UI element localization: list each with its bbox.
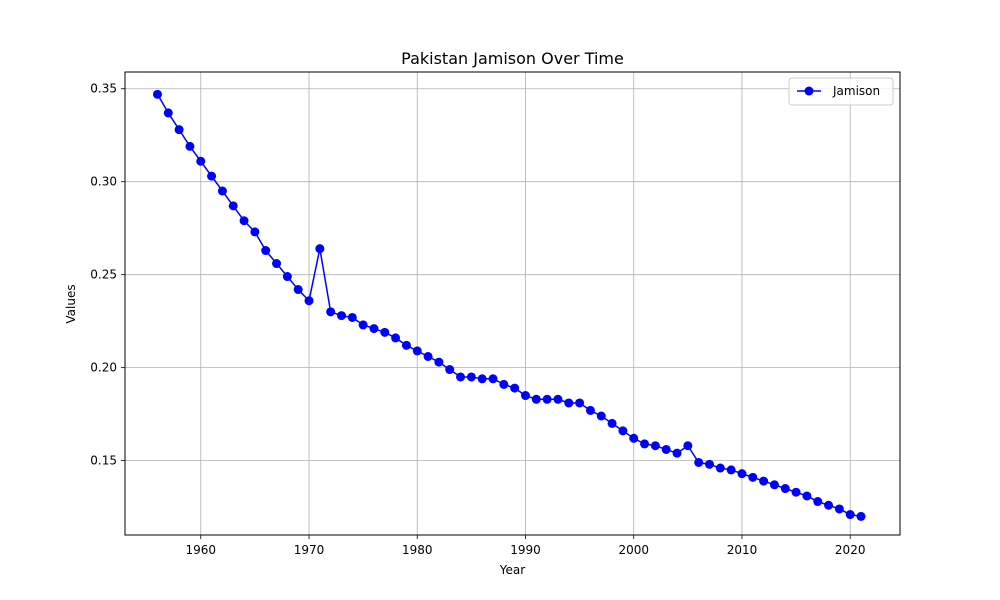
data-point	[575, 398, 585, 408]
data-point	[401, 340, 411, 350]
data-point	[228, 201, 238, 211]
data-point	[618, 426, 628, 436]
data-point	[466, 372, 476, 382]
data-point	[207, 171, 217, 181]
data-point	[250, 227, 260, 237]
data-point	[780, 484, 790, 494]
legend-marker-swatch	[804, 86, 814, 96]
data-point	[282, 272, 292, 282]
x-tick-label: 1980	[402, 543, 433, 557]
y-tick-label: 0.20	[90, 361, 117, 375]
data-point	[412, 346, 422, 356]
y-axis-label: Values	[64, 284, 78, 323]
data-point	[596, 411, 606, 421]
data-point	[304, 296, 314, 306]
data-point	[499, 379, 509, 389]
data-point	[510, 383, 520, 393]
data-point	[261, 246, 271, 256]
x-axis-label: Year	[499, 563, 525, 577]
data-point	[704, 459, 714, 469]
data-point	[726, 465, 736, 475]
data-point	[715, 463, 725, 473]
data-point	[856, 511, 866, 521]
data-point	[585, 405, 595, 415]
data-point	[542, 394, 552, 404]
data-point	[239, 216, 249, 226]
data-point	[737, 469, 747, 479]
plot-area-frame	[124, 71, 901, 536]
data-point	[185, 141, 195, 151]
data-point	[445, 365, 455, 375]
data-point	[607, 418, 617, 428]
legend-label-jamison: Jamison	[832, 84, 880, 98]
data-point	[791, 487, 801, 497]
data-point	[326, 307, 336, 317]
data-point	[834, 504, 844, 514]
data-point	[694, 457, 704, 467]
x-tick-label: 2010	[727, 543, 758, 557]
data-point	[672, 448, 682, 458]
data-point	[650, 441, 660, 451]
data-point	[347, 312, 357, 322]
data-point	[163, 108, 173, 118]
y-tick-label: 0.25	[90, 268, 117, 282]
data-point	[845, 510, 855, 520]
y-tick-label: 0.15	[90, 454, 117, 468]
y-axis-ticks: 0.15 0.20 0.25 0.30 0.35	[90, 82, 125, 468]
x-tick-label: 1990	[510, 543, 541, 557]
data-point	[380, 327, 390, 337]
data-point	[217, 186, 227, 196]
x-tick-label: 2020	[835, 543, 866, 557]
data-point	[661, 444, 671, 454]
data-point	[748, 472, 758, 482]
data-point	[520, 391, 530, 401]
data-point	[488, 374, 498, 384]
data-point	[391, 333, 401, 343]
data-point	[477, 374, 487, 384]
data-point	[553, 394, 563, 404]
data-point	[683, 441, 693, 451]
data-point	[434, 357, 444, 367]
data-point	[769, 480, 779, 490]
data-point	[802, 491, 812, 501]
data-point	[640, 439, 650, 449]
data-point	[759, 476, 769, 486]
data-point	[629, 433, 639, 443]
legend-box	[788, 77, 894, 106]
data-point	[564, 398, 574, 408]
x-tick-label: 2000	[618, 543, 649, 557]
y-tick-label: 0.30	[90, 175, 117, 189]
data-point	[152, 89, 162, 99]
data-point	[456, 372, 466, 382]
series-layer	[152, 89, 866, 521]
data-point	[531, 394, 541, 404]
data-point	[196, 156, 206, 166]
data-point	[358, 320, 368, 330]
data-point	[272, 259, 282, 269]
data-point	[824, 500, 834, 510]
data-point	[174, 125, 184, 135]
data-point	[369, 324, 379, 334]
data-point	[315, 244, 325, 254]
chart-title: Pakistan Jamison Over Time	[401, 49, 624, 68]
x-tick-label: 1970	[294, 543, 325, 557]
x-tick-label: 1960	[185, 543, 216, 557]
data-point	[423, 351, 433, 361]
data-point	[813, 497, 823, 507]
legend: Jamison	[788, 77, 894, 106]
x-axis-ticks: 1960 1970 1980 1990 2000 2010 2020	[185, 535, 865, 557]
data-point	[293, 285, 303, 295]
y-tick-label: 0.35	[90, 82, 117, 96]
data-point	[336, 311, 346, 321]
